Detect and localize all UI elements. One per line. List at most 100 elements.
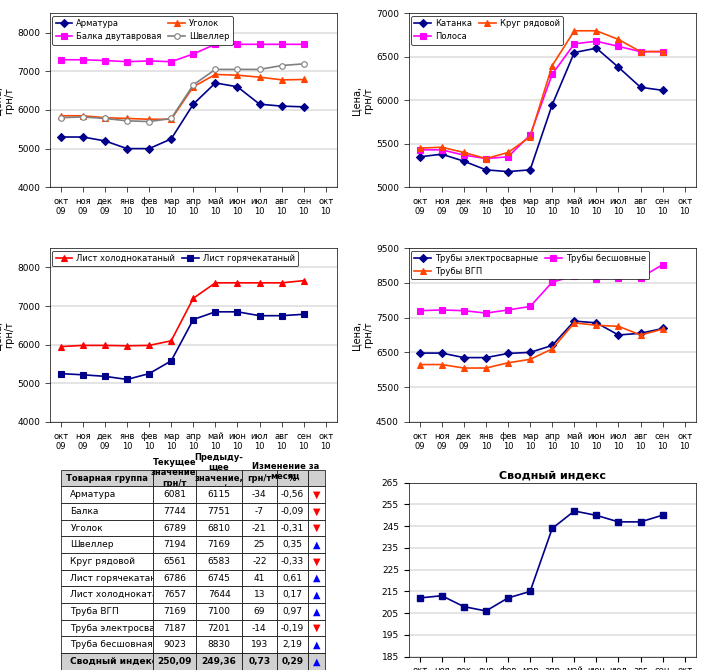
Трубы ВГП	[614, 322, 623, 330]
Лист горячекатаный	[101, 373, 109, 381]
Катанка	[614, 63, 623, 71]
Трубы электросварные	[658, 324, 667, 332]
Балка двутавровая	[57, 56, 65, 64]
Круг рядовой	[504, 149, 513, 157]
Трубы ВГП	[636, 331, 645, 339]
Лист холоднокатаный	[79, 342, 87, 350]
Трубы бесшовные	[548, 278, 557, 286]
Круг рядовой	[592, 27, 601, 35]
Арматура	[145, 145, 153, 153]
Трубы бесшовные	[415, 307, 424, 315]
Полоса	[570, 40, 579, 48]
Круг рядовой	[437, 143, 446, 151]
Line: Полоса: Полоса	[417, 38, 665, 161]
Уголок	[57, 112, 65, 120]
Лист горячекатаный	[57, 370, 65, 378]
Швеллер	[101, 115, 109, 123]
Балка двутавровая	[256, 40, 264, 48]
Трубы электросварные	[504, 350, 513, 358]
Круг рядовой	[658, 48, 667, 56]
Трубы ВГП	[548, 345, 557, 353]
Круг рядовой	[570, 27, 579, 35]
Уголок	[123, 115, 131, 123]
Лист холоднокатаный	[123, 342, 131, 350]
Трубы бесшовные	[526, 302, 535, 310]
Круг рядовой	[614, 36, 623, 44]
Круг рядовой	[548, 62, 557, 70]
Арматура	[189, 100, 197, 108]
Y-axis label: Цена,
грн/т: Цена, грн/т	[351, 320, 373, 350]
Швеллер	[300, 60, 308, 68]
Legend: Арматура, Балка двутавровая, Уголок, Швеллер: Арматура, Балка двутавровая, Уголок, Шве…	[53, 16, 233, 45]
Legend: Трубы электросварные, Трубы ВГП, Трубы бесшовные: Трубы электросварные, Трубы ВГП, Трубы б…	[411, 251, 650, 279]
Арматура	[79, 133, 87, 141]
Катанка	[415, 153, 424, 161]
Трубы ВГП	[570, 319, 579, 327]
Полоса	[526, 131, 535, 139]
Трубы бесшовные	[504, 306, 513, 314]
Швеллер	[278, 62, 286, 70]
Круг рядовой	[526, 133, 535, 141]
Лист горячекатаный	[211, 308, 219, 316]
Балка двутавровая	[278, 40, 286, 48]
Трубы бесшовные	[481, 309, 490, 317]
Уголок	[233, 71, 241, 79]
Арматура	[211, 79, 219, 87]
Line: Круг рядовой: Круг рядовой	[417, 28, 665, 161]
Лист горячекатаный	[278, 312, 286, 320]
Швеллер	[233, 66, 241, 74]
Балка двутавровая	[233, 40, 241, 48]
Трубы бесшовные	[459, 307, 468, 315]
Балка двутавровая	[123, 58, 131, 66]
Балка двутавровая	[211, 40, 219, 48]
Уголок	[167, 115, 175, 123]
Line: Трубы ВГП: Трубы ВГП	[417, 320, 665, 371]
Балка двутавровая	[101, 56, 109, 64]
Line: Трубы бесшовные: Трубы бесшовные	[417, 262, 665, 316]
Лист холоднокатаный	[233, 279, 241, 287]
Трубы электросварные	[548, 342, 557, 350]
Полоса	[658, 48, 667, 56]
Катанка	[658, 86, 667, 94]
Трубы бесшовные	[570, 272, 579, 280]
Лист холоднокатаный	[189, 294, 197, 302]
Трубы ВГП	[504, 359, 513, 367]
Полоса	[548, 70, 557, 78]
Арматура	[101, 137, 109, 145]
Line: Трубы электросварные: Трубы электросварные	[417, 318, 665, 360]
Полоса	[437, 146, 446, 154]
Швеллер	[167, 115, 175, 123]
Арматура	[300, 103, 308, 111]
Y-axis label: Цена,
грн/т: Цена, грн/т	[0, 320, 14, 350]
Трубы электросварные	[437, 349, 446, 357]
Y-axis label: Цена,
грн/т: Цена, грн/т	[351, 86, 373, 115]
Катанка	[526, 166, 535, 174]
Трубы ВГП	[437, 360, 446, 369]
Line: Уголок: Уголок	[58, 72, 307, 122]
Line: Балка двутавровая: Балка двутавровая	[58, 42, 307, 64]
Полоса	[614, 42, 623, 50]
Трубы ВГП	[459, 364, 468, 372]
Катанка	[548, 100, 557, 109]
Швеллер	[211, 66, 219, 74]
Лист горячекатаный	[123, 375, 131, 383]
Швеллер	[189, 81, 197, 89]
Трубы бесшовные	[437, 306, 446, 314]
Лист холоднокатаный	[300, 277, 308, 285]
Катанка	[636, 83, 645, 91]
Трубы ВГП	[658, 325, 667, 333]
Трубы бесшовные	[636, 273, 645, 281]
Лист холоднокатаный	[145, 342, 153, 350]
Уголок	[256, 73, 264, 81]
Полоса	[481, 155, 490, 163]
Швеллер	[256, 66, 264, 74]
Трубы электросварные	[570, 317, 579, 325]
Line: Лист горячекатаный: Лист горячекатаный	[58, 309, 307, 382]
Трубы ВГП	[526, 355, 535, 363]
Лист горячекатаный	[256, 312, 264, 320]
Арматура	[167, 135, 175, 143]
Лист холоднокатаный	[167, 337, 175, 345]
Трубы электросварные	[636, 329, 645, 337]
Лист горячекатаный	[233, 308, 241, 316]
Круг рядовой	[481, 155, 490, 163]
